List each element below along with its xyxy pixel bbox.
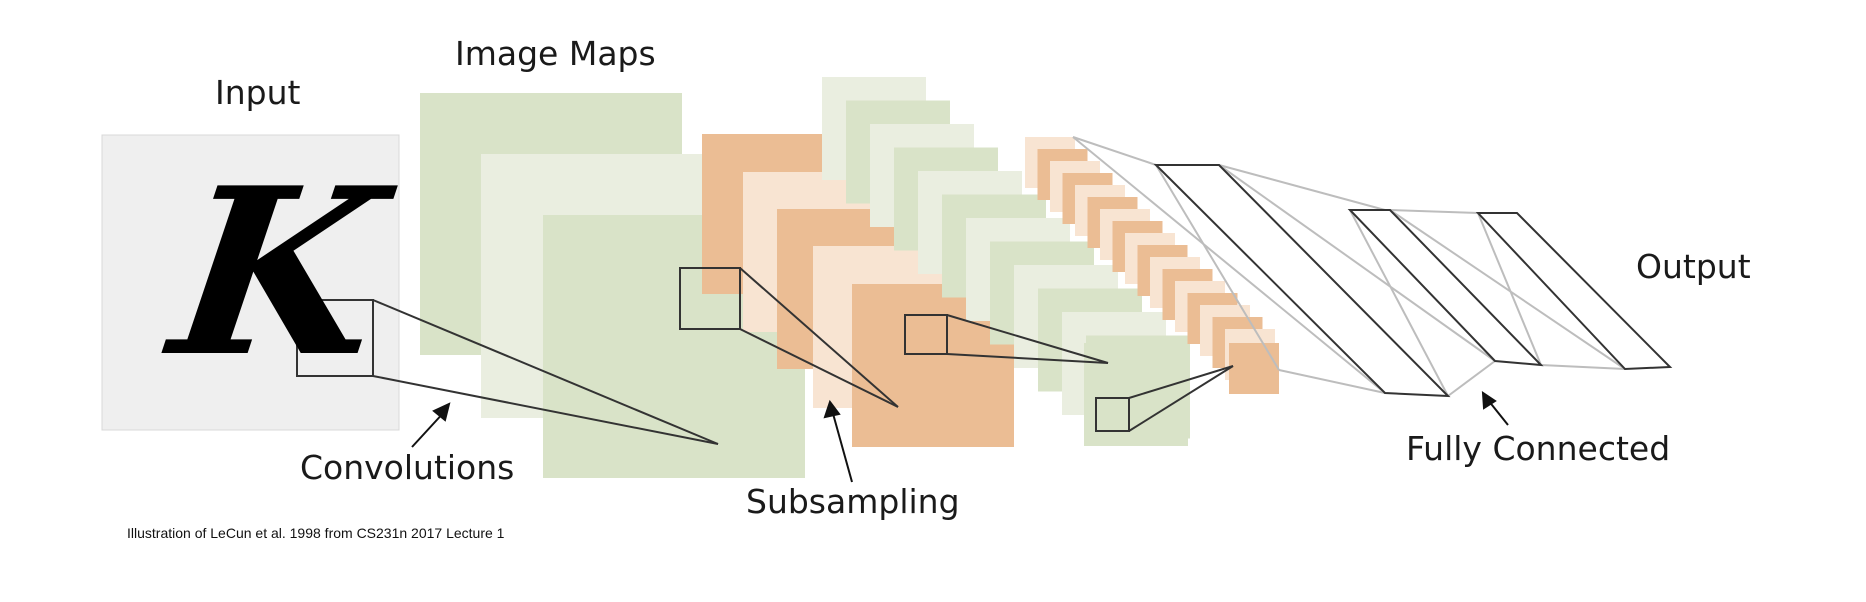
- sub1-receptive-field: [904, 314, 948, 355]
- fully-connected-lines: [1072, 136, 1626, 397]
- fc-layer-2: [1347, 209, 1544, 367]
- conv1-receptive-field: [679, 267, 741, 330]
- subsampling-arrow: [831, 409, 853, 483]
- figure-caption: Illustration of LeCun et al. 1998 from C…: [127, 525, 505, 541]
- convolutions-label: Convolutions: [300, 448, 515, 487]
- fully-connected-layers: [1153, 164, 1673, 398]
- sub2-map-front: [1229, 343, 1279, 394]
- input-receptive-field: [296, 299, 374, 377]
- fc-layer-1: [1153, 164, 1451, 398]
- input-image-panel: [101, 134, 400, 431]
- fc-layer-3: [1475, 212, 1673, 371]
- image-maps-label: Image Maps: [455, 34, 656, 73]
- output-label: Output: [1636, 247, 1751, 286]
- fully-connected-label: Fully Connected: [1406, 429, 1671, 468]
- subsampling-label: Subsampling: [746, 482, 960, 521]
- input-letter-k-glyph: K: [159, 138, 397, 408]
- input-label: Input: [215, 73, 301, 112]
- annotation-arrows: [411, 391, 1509, 483]
- receptive-fields: [296, 267, 1234, 445]
- sub2-map-stack: [1025, 137, 1275, 380]
- conv2-receptive-field: [1095, 397, 1130, 432]
